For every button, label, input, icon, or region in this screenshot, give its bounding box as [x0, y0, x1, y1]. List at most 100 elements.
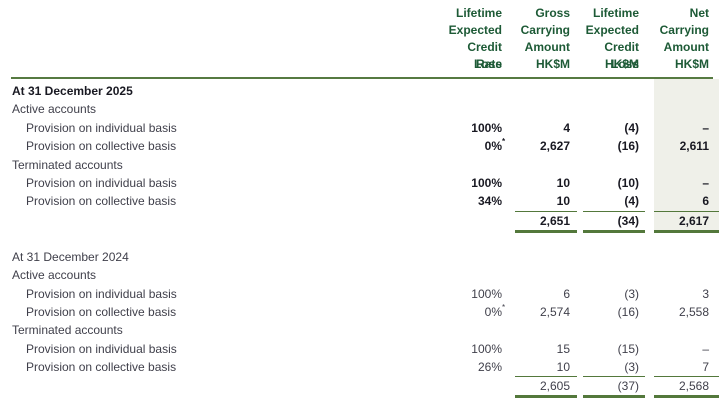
column-header-line: HK$M: [674, 57, 709, 71]
spacer: [645, 192, 654, 210]
row-label: Provision on individual basis: [26, 120, 177, 135]
net-column-highlight-band: [654, 79, 719, 233]
column-header-line: HK$M: [535, 57, 570, 71]
gross-cell: 10: [556, 175, 570, 190]
gross-cell: 4: [563, 120, 570, 135]
spacer: [502, 174, 515, 192]
rate-cell: 34%: [440, 192, 502, 210]
column-header-line: Amount: [524, 40, 570, 54]
spacer: [645, 119, 654, 137]
section-title: At 31 December 2025: [12, 84, 133, 98]
group-label: Active accounts: [12, 268, 97, 283]
header-separator-rule: [11, 77, 713, 79]
data-row: Provision on individual basis 100% 10 (1…: [0, 174, 719, 192]
rate-value: 100%: [471, 120, 502, 135]
column-header-line: Expected: [585, 23, 639, 37]
ecl-cell: (4): [624, 120, 639, 135]
rate-cell: [440, 376, 502, 398]
rate-value: 0%: [484, 304, 502, 319]
data-row: Provision on individual basis 100% 15 (1…: [0, 340, 719, 358]
section-title-row: At 31 December 2024: [0, 248, 719, 266]
rate-value: 100%: [471, 175, 502, 190]
column-header-line: Rate: [475, 57, 502, 71]
column-header-rate: Lifetime Expected Credit Loss Rate: [440, 5, 502, 73]
table-content: Lifetime Expected Credit Loss Rate Gross…: [0, 5, 719, 399]
spacer: [502, 211, 515, 233]
data-row: Provision on collective basis 0% * 2,627 …: [0, 137, 719, 155]
data-row: Provision on collective basis 34% 10 (4)…: [0, 192, 719, 210]
column-header-line: Amount: [663, 40, 709, 54]
group-label-row: Terminated accounts: [0, 156, 719, 174]
spacer: [645, 211, 654, 233]
gross-cell: 10: [556, 194, 570, 209]
net-cell: –: [702, 341, 709, 356]
group-label: Terminated accounts: [12, 157, 123, 172]
total-row: 2,605 (37) 2,568: [0, 376, 719, 399]
column-header-line: Net: [689, 6, 709, 20]
section-2024: At 31 December 2024 Active accounts Prov…: [0, 248, 719, 399]
total-gross-cell: 2,605: [515, 376, 577, 399]
net-cell: –: [702, 175, 709, 190]
column-header-line: Lifetime: [455, 6, 502, 20]
ecl-cell: (4): [624, 194, 639, 209]
total-label: [0, 376, 440, 398]
column-header-line: Carrying: [520, 23, 570, 37]
row-label: Provision on collective basis: [26, 304, 177, 319]
net-cell: 2,558: [678, 304, 709, 319]
column-header-line: Credit Loss: [467, 40, 502, 71]
rate-value: 100%: [471, 286, 502, 301]
column-header-gross: Gross Carrying Amount HK$M: [515, 5, 577, 73]
footnote-asterisk: *: [502, 302, 506, 312]
spacer: [502, 358, 515, 376]
ecl-cell: (10): [617, 175, 639, 190]
column-header-net: Net Carrying Amount HK$M: [654, 5, 719, 73]
data-row: Provision on collective basis 0% * 2,574 …: [0, 303, 719, 321]
footnote-asterisk: *: [502, 137, 506, 147]
net-cell: 7: [702, 360, 709, 375]
rate-value: 34%: [477, 194, 502, 209]
row-label: Provision on individual basis: [26, 341, 177, 356]
row-label: Provision on individual basis: [26, 175, 177, 190]
row-label-header: [0, 5, 440, 73]
column-header-ecl: Lifetime Expected Credit Loss HK$M: [583, 5, 645, 73]
spacer: [502, 285, 515, 303]
spacer: [502, 119, 515, 137]
spacer: [645, 5, 654, 73]
spacer: [502, 5, 515, 73]
column-header-line: Lifetime: [592, 6, 639, 20]
row-label: Provision on individual basis: [26, 286, 177, 301]
column-header-line: Carrying: [659, 23, 709, 37]
rate-cell: 100%: [440, 285, 502, 303]
section-gap: [0, 233, 719, 248]
column-header-line: Gross: [535, 6, 570, 20]
ecl-cell: (3): [624, 360, 639, 375]
rate-value: 26%: [477, 360, 502, 375]
gross-cell: 15: [556, 341, 570, 356]
rate-cell: 100%: [440, 174, 502, 192]
data-row: Provision on individual basis 100% 6 (3)…: [0, 285, 719, 303]
group-label-row: Terminated accounts: [0, 321, 719, 339]
spacer: [645, 358, 654, 376]
rate-cell: 100%: [440, 340, 502, 358]
gross-cell: 2,627: [539, 139, 570, 154]
rate-cell: 0% *: [440, 137, 506, 155]
spacer: [645, 340, 654, 358]
rate-cell: 100%: [440, 119, 502, 137]
row-label: Provision on collective basis: [26, 360, 177, 375]
total-net-cell: 2,617: [654, 210, 719, 233]
ecl-cell: (16): [617, 304, 639, 319]
spacer: [502, 376, 515, 398]
spacer: [645, 137, 654, 155]
spacer: [645, 174, 654, 192]
section-title: At 31 December 2024: [12, 249, 129, 264]
ecl-cell: (15): [617, 341, 639, 356]
section-title-row: At 31 December 2025: [0, 82, 719, 100]
net-cell: 2,611: [679, 139, 709, 154]
rate-cell: 0% *: [440, 302, 506, 321]
spacer: [645, 376, 654, 398]
group-label-row: Active accounts: [0, 266, 719, 284]
spacer: [502, 192, 515, 210]
column-header-line: Credit Loss: [604, 40, 639, 71]
spacer: [502, 340, 515, 358]
rate-cell: [440, 211, 502, 233]
